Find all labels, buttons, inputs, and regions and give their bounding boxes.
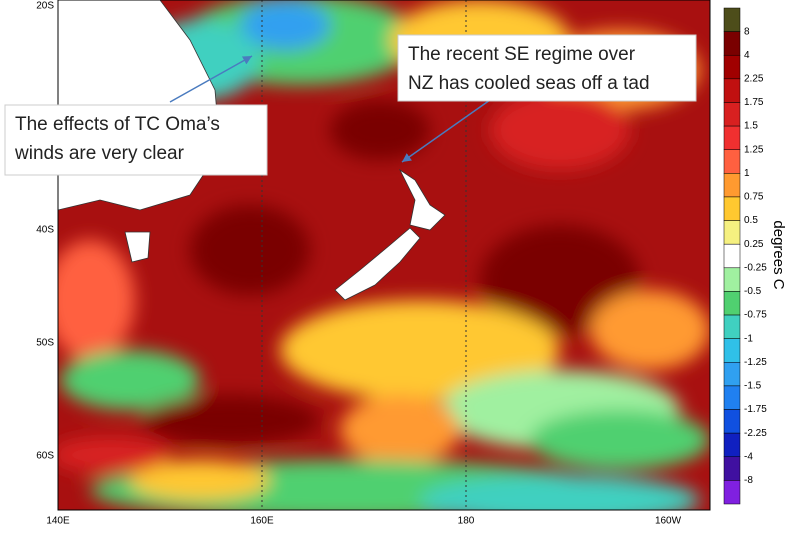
lon-label: 160E bbox=[250, 516, 274, 527]
colorbar-label: -0.5 bbox=[744, 286, 762, 297]
colorbar-unit: degrees C bbox=[770, 220, 787, 289]
colorbar-swatch bbox=[723, 7, 741, 32]
colorbar-label: -4 bbox=[744, 451, 753, 462]
colorbar-swatch bbox=[723, 338, 741, 363]
colorbar-label: 4 bbox=[744, 50, 750, 61]
lat-label: 60S bbox=[36, 451, 54, 462]
colorbar-swatch bbox=[723, 78, 741, 103]
lat-label: 40S bbox=[36, 225, 54, 236]
annotation-arrow bbox=[169, 55, 253, 103]
lon-label: 160W bbox=[655, 516, 682, 527]
colorbar-swatch bbox=[723, 480, 741, 505]
lat-label: 50S bbox=[36, 338, 54, 349]
colorbar-swatch bbox=[723, 220, 741, 245]
colorbar-label: -1.75 bbox=[744, 404, 767, 415]
colorbar-label: 1.25 bbox=[744, 144, 764, 155]
lon-label: 180 bbox=[458, 516, 475, 527]
colorbar-swatch bbox=[723, 456, 741, 481]
colorbar-label: -1.25 bbox=[744, 357, 767, 368]
colorbar-label: -1.5 bbox=[744, 381, 762, 392]
colorbar-label: -8 bbox=[744, 475, 753, 486]
colorbar-label: -0.25 bbox=[744, 262, 767, 273]
colorbar-label: 0.75 bbox=[744, 192, 764, 203]
annotation-text: winds are very clear bbox=[14, 143, 185, 164]
colorbar-swatch bbox=[723, 149, 741, 174]
colorbar-label: -0.75 bbox=[744, 310, 767, 321]
annotation-arrow bbox=[401, 99, 491, 163]
annotation-box bbox=[4, 104, 268, 176]
colorbar-swatch bbox=[723, 362, 741, 387]
colorbar-swatch bbox=[723, 173, 741, 198]
colorbar-label: 1 bbox=[744, 168, 750, 179]
colorbar-swatch bbox=[723, 31, 741, 56]
colorbar-swatch bbox=[723, 314, 741, 339]
annotation-text: NZ has cooled seas off a tad bbox=[408, 73, 650, 94]
colorbar-swatch bbox=[723, 54, 741, 80]
colorbar-swatch bbox=[723, 102, 741, 127]
colorbar-label: 0.25 bbox=[744, 239, 764, 250]
colorbar-swatch bbox=[723, 196, 741, 221]
colorbar-swatch bbox=[723, 125, 741, 150]
colorbar-label: 8 bbox=[744, 26, 750, 37]
colorbar-label: 0.5 bbox=[744, 215, 758, 226]
colorbar-swatch bbox=[723, 291, 741, 316]
colorbar-label: -2.25 bbox=[744, 428, 767, 439]
colorbar-label: 2.25 bbox=[744, 73, 764, 84]
colorbar-swatch bbox=[723, 267, 741, 292]
annotation-box bbox=[397, 34, 697, 102]
annotation-text: The effects of TC Oma’s bbox=[15, 114, 220, 135]
lat-label: 20S bbox=[36, 1, 54, 12]
annotation-text: The recent SE regime over bbox=[408, 44, 636, 65]
lon-label: 140E bbox=[46, 516, 70, 527]
colorbar-swatch bbox=[723, 385, 741, 410]
colorbar-swatch bbox=[723, 243, 741, 269]
colorbar-label: 1.5 bbox=[744, 121, 758, 132]
colorbar-swatch bbox=[723, 432, 741, 458]
map-frame bbox=[57, 0, 711, 511]
colorbar-swatch bbox=[723, 409, 741, 434]
colorbar-label: 1.75 bbox=[744, 97, 764, 108]
colorbar-label: -1 bbox=[744, 333, 753, 344]
